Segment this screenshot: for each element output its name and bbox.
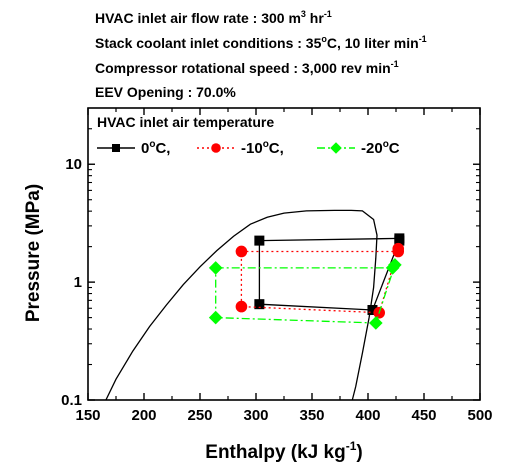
series-3 [208,258,402,330]
series-1 [254,233,405,316]
conditions-block: HVAC inlet air flow rate : 300 m3 hr-1 S… [95,9,427,100]
series-3-point-1 [208,261,223,275]
series-1-point-1 [254,235,265,246]
saturation-dome [105,209,378,400]
series-2-point-1 [235,245,248,258]
series-1-point-3 [394,235,405,246]
legend-items: 0oC, -10oC, -20oC [97,139,400,157]
series-2 [235,242,405,319]
legend-entry-3: -20oC [317,139,400,157]
condition-line-4: EEV Opening : 70.0% [95,84,236,100]
x-tick-label: 150 [75,407,100,424]
series-1-point-4 [367,305,378,316]
series-3-cycle-line [215,264,396,324]
series-layer [208,233,405,330]
series-2-point-5 [235,300,248,313]
legend: HVAC inlet air temperature 0oC, -10oC, -20… [97,114,400,157]
series-3-point-4 [369,316,383,330]
x-tick-label: 350 [299,407,324,424]
condition-line-3: Compressor rotational speed : 3,000 rev … [95,59,399,76]
series-2-point-3 [392,242,405,255]
series-3-point-3 [388,258,402,272]
x-tick-label: 400 [355,407,380,424]
y-tick-label: 10 [65,156,82,173]
y-axis-label: Pressure (MPa) [23,184,44,322]
x-tick-label: 450 [411,407,436,424]
legend-label-1: 0oC, [141,139,170,157]
x-tick-label: 200 [131,407,156,424]
series-1-cycle-line [258,237,401,311]
legend-marker-3 [330,142,342,154]
legend-title: HVAC inlet air temperature [97,114,274,130]
condition-line-2: Stack coolant inlet conditions : 35oC, 1… [95,34,427,51]
y-tick-label: 0.1 [61,392,82,409]
y-tick-label: 1 [74,274,82,291]
series-3-point-5 [208,310,223,325]
x-tick-label: 300 [243,407,268,424]
legend-label-2: -10oC, [241,139,284,157]
series-2-cycle-line [240,248,399,314]
legend-marker-1 [112,144,120,152]
legend-entry-1: 0oC, [97,139,170,157]
axis-ticks: 150 200 250 300 350 400 450 500 0.1 1 10 [61,108,493,424]
legend-marker-2 [211,143,221,153]
series-1-point-5 [254,299,265,310]
x-axis-label: Enthalpy (kJ kg-1) [205,439,362,463]
condition-line-1: HVAC inlet air flow rate : 300 m3 hr-1 [95,9,332,26]
x-tick-label: 500 [467,407,492,424]
x-tick-label: 250 [187,407,212,424]
saturation-dome-curve [105,209,378,400]
legend-entry-2: -10oC, [197,139,284,157]
legend-label-3: -20oC [361,139,400,157]
